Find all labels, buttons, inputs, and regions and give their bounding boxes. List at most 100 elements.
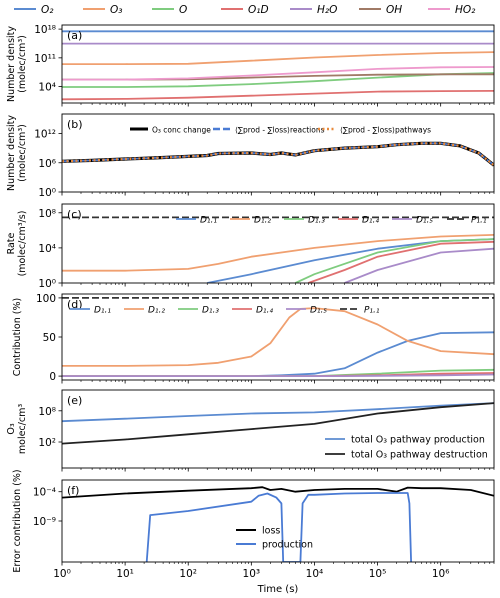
panel-label: (b) — [67, 118, 83, 131]
legend-label: P₁.₁ — [364, 306, 380, 316]
series-line — [62, 307, 494, 367]
plot-frame — [61, 389, 495, 469]
panel-legend: D₁.₁ D₁.₂ D₁.₃ D₁.₄ D₁.₅ P₁.₁ — [70, 306, 380, 316]
y-axis-label: Number density — [6, 26, 17, 102]
legend-label: O — [179, 4, 187, 16]
legend-entry: O₂ — [14, 4, 54, 16]
series-line — [307, 240, 494, 283]
legend-label: O₂ — [41, 4, 54, 16]
panel-e: 10² 10⁸ O₃ molec/cm³ (e) total O₃ pathway pro… — [6, 389, 495, 472]
y-tick-label: 10⁴ — [38, 82, 56, 94]
legend-entry: O₃ — [83, 4, 122, 16]
series-line — [62, 90, 494, 101]
legend-label: ⟨∑prod - ∑loss⟩pathways — [340, 126, 431, 135]
series-group — [62, 486, 494, 562]
legend-label: O₃ — [110, 4, 122, 16]
panel-label: (a) — [67, 29, 82, 42]
series-line — [62, 402, 494, 423]
y-axis-label: molec/cm³ — [17, 404, 28, 454]
series-line — [62, 51, 494, 65]
legend-label: D₁.₂ — [148, 306, 165, 316]
legend-label: ⟨∑prod - ∑loss⟩reactions — [235, 126, 325, 135]
panel-label: (e) — [67, 394, 82, 407]
legend-label: D₁.₃ — [202, 306, 219, 316]
series-line — [62, 331, 494, 378]
y-tick-label: 10¹⁸ — [34, 24, 56, 36]
legend-label: total O₃ pathway destruction — [351, 450, 488, 461]
panel-b: 10⁰ 10⁶ 10¹² Number density (molec/cm³) (b) O₃… — [6, 113, 495, 199]
legend-entry: O₁D — [221, 4, 269, 16]
y-tick-label: 10² — [38, 437, 56, 449]
series-group — [62, 402, 494, 445]
panel-a: 10⁴ 10¹¹ 10¹⁸ Number density (molec/cm³) (a) — [6, 24, 495, 107]
series-line — [295, 238, 494, 283]
plot-frame — [61, 293, 495, 381]
x-tick-label: 10⁰ — [53, 568, 71, 580]
top-legend: O₂ O₃ O O₁D H₂O OH HO₂ — [14, 4, 476, 16]
panel-legend: O₃ conc change ⟨∑prod - ∑loss⟩reactions ⟨∑… — [130, 126, 431, 135]
series-line — [62, 402, 494, 445]
y-tick-label: 10⁸ — [38, 208, 56, 220]
x-axis-label: Time (s) — [257, 584, 299, 595]
y-axis-label: O₃ — [6, 423, 17, 434]
x-axis: 10⁰ 10¹ 10² 10³ 10⁴ 10⁵ 10⁶ Time (s) — [53, 568, 449, 595]
series-line — [62, 66, 494, 81]
legend-label: D₁.₁ — [200, 216, 217, 226]
legend-label: O₁D — [248, 4, 269, 16]
y-tick-label: 50 — [43, 332, 56, 344]
y-axis-label: (molec/cm³) — [17, 124, 28, 182]
legend-label: D₁.₄ — [256, 306, 273, 316]
y-tick-label: 10¹¹ — [34, 53, 56, 65]
series-line — [344, 247, 494, 283]
legend-entry: H₂O — [290, 4, 337, 16]
y-axis-label: Error contribution (%) — [12, 469, 23, 572]
y-axis-label: Number density — [6, 115, 17, 191]
x-tick-label: 10¹ — [116, 568, 134, 580]
y-axis-label: (molec/cm³) — [17, 35, 28, 93]
y-tick-label: 10¹² — [34, 129, 56, 141]
y-tick-label: 10⁸ — [38, 406, 56, 418]
y-tick-label: 10⁰ — [38, 278, 56, 290]
panel-label: (d) — [67, 298, 83, 311]
legend-label: total O₃ pathway production — [351, 435, 485, 446]
x-tick-label: 10⁶ — [432, 568, 450, 580]
plot-frame — [61, 24, 495, 104]
series-group — [62, 141, 494, 167]
series-line — [62, 142, 494, 167]
legend-label: D₁.₅ — [416, 216, 433, 226]
panel-label: (f) — [67, 484, 79, 497]
y-tick-label: 10⁴ — [38, 243, 56, 255]
plot-frame — [61, 203, 495, 284]
y-tick-label: 10⁻⁹ — [33, 516, 56, 528]
panel-legend: D₁.₁ D₁.₂ D₁.₃ D₁.₄ D₁.₅ P₁.₁ — [176, 216, 487, 226]
panel-legend: total O₃ pathway production total O₃ path… — [325, 435, 488, 461]
legend-label: D₁.₄ — [362, 216, 379, 226]
x-tick-label: 10⁵ — [369, 568, 387, 580]
series-group — [62, 216, 494, 283]
x-tick-label: 10³ — [243, 568, 261, 580]
y-axis-label: Contribution (%) — [12, 298, 23, 376]
series-group — [62, 30, 494, 101]
y-tick-label: 0 — [49, 371, 56, 383]
series-line — [62, 234, 494, 272]
panel-legend: loss production — [236, 526, 313, 551]
legend-label: D₁.₃ — [308, 216, 325, 226]
legend-label: D₁.₅ — [310, 306, 327, 316]
y-axis-label: Rate — [6, 232, 17, 254]
series-line — [145, 492, 412, 562]
legend-entry: O — [152, 4, 187, 16]
plot-frame — [61, 113, 495, 193]
legend-label: D₁.₂ — [254, 216, 271, 226]
panel-f: 10⁻⁹ 10⁻⁴ Error contribution (%) (f) loss pro… — [12, 469, 495, 573]
series-line — [62, 373, 494, 378]
legend-label: O₃ conc change — [152, 126, 211, 135]
legend-label: H₂O — [317, 4, 337, 16]
x-tick-label: 10⁴ — [306, 568, 324, 580]
y-tick-label: 10⁰ — [38, 187, 56, 199]
y-axis-label: (molec/cm³/s) — [17, 211, 28, 277]
legend-label: OH — [386, 4, 402, 16]
y-tick-label: 100 — [36, 293, 56, 305]
